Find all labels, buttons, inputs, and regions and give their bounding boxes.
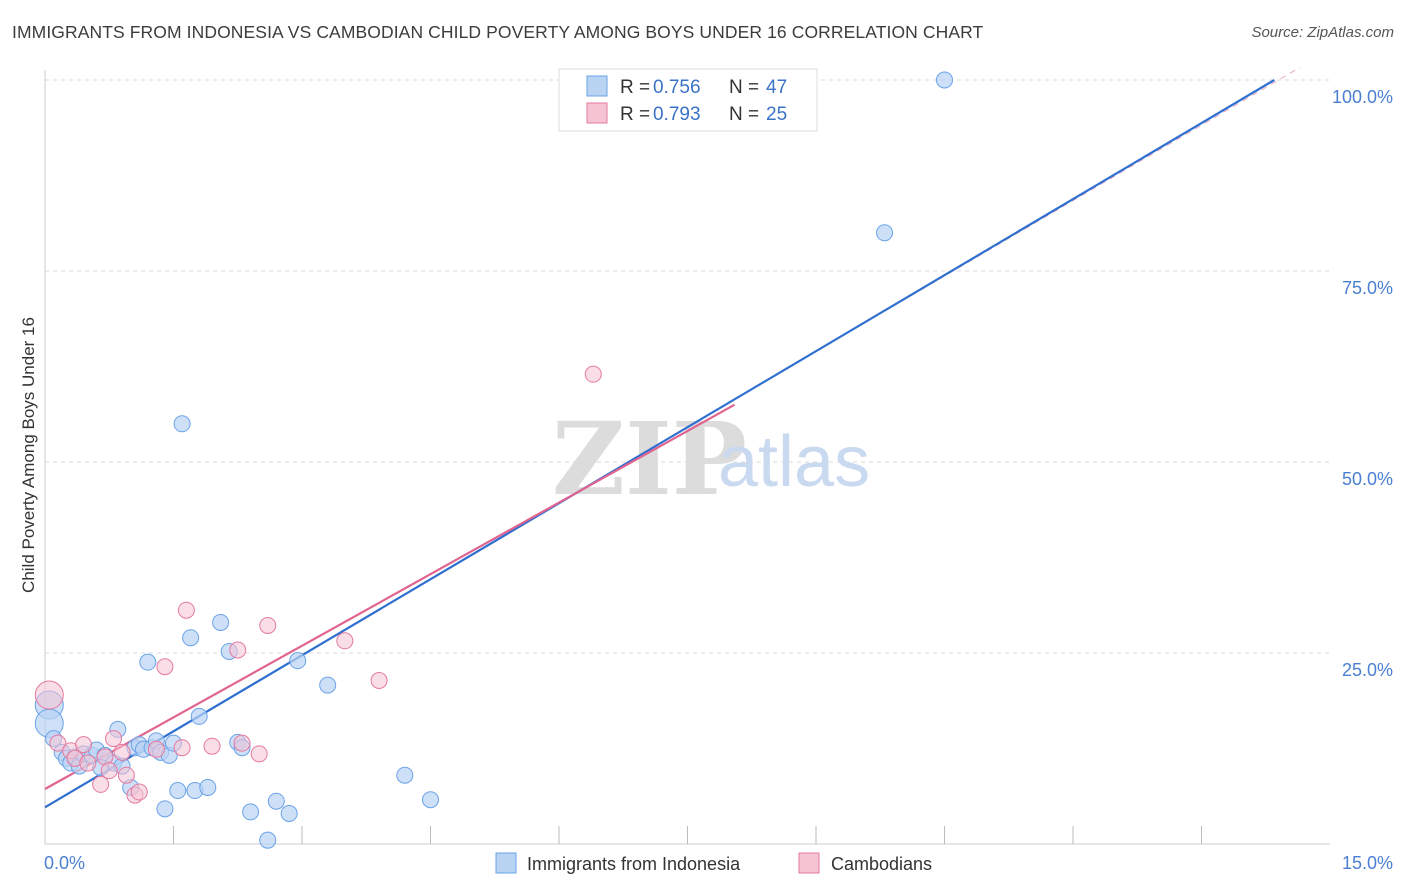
cambodian-point-11	[117, 766, 135, 784]
bottom-legend: Immigrants from Indonesia Cambodians	[495, 852, 932, 874]
indonesia-point-28	[190, 707, 208, 725]
y-axis-label: Child Poverty Among Boys Under 16	[19, 317, 38, 593]
cambodian-point-25	[584, 365, 602, 383]
legend-r-value-2: 0.793	[653, 104, 701, 125]
cambodian-point-23	[336, 632, 354, 650]
bottom-legend-swatch-indonesia	[495, 852, 517, 874]
cambodian-point-21	[250, 745, 268, 763]
indonesia-point-26	[173, 415, 191, 433]
cambodian-point-17	[177, 601, 195, 619]
y-tick-label-50: 50.0%	[1342, 469, 1393, 489]
legend-n-value-1: 47	[766, 77, 787, 98]
indonesia-point-36	[259, 831, 277, 849]
bottom-legend-swatch-cambodian	[798, 852, 820, 874]
legend-n-label-1: N =	[729, 77, 764, 98]
watermark-atlas: atlas	[718, 422, 870, 502]
legend-n-label-2: N =	[729, 104, 764, 125]
cambodian-point-8	[100, 762, 118, 780]
cambodian-point-24	[370, 672, 388, 690]
indonesia-point-25	[169, 782, 187, 800]
indonesia-point-19	[139, 653, 157, 671]
series-cambodian-points	[34, 365, 602, 804]
x-tick-label-max: 15.0%	[1342, 853, 1393, 873]
cambodian-point-15	[156, 658, 174, 676]
y-tick-label-25: 25.0%	[1342, 660, 1393, 680]
indonesia-point-27	[182, 629, 200, 647]
legend-swatch-cambodian	[586, 102, 608, 124]
cambodian-point-4	[75, 736, 93, 754]
indonesia-point-35	[242, 803, 260, 821]
indonesia-point-38	[280, 804, 298, 822]
cambodian-point-6	[92, 775, 110, 793]
cambodian-point-20	[233, 734, 251, 752]
cambodian-point-14	[147, 740, 165, 758]
indonesia-point-44	[936, 71, 953, 89]
trend-lines	[44, 66, 1301, 809]
legend-n-value-2: 25	[766, 104, 787, 125]
indonesia-point-30	[199, 778, 217, 796]
cambodian-point-19	[229, 641, 247, 659]
indonesia-point-37	[267, 792, 285, 810]
x-ticks	[173, 826, 1202, 844]
gridlines	[45, 79, 1330, 654]
trend-line-indonesia	[44, 79, 1275, 809]
legend-r-value-1: 0.756	[653, 77, 701, 98]
cambodian-point-10	[113, 743, 131, 761]
indonesia-point-39	[289, 652, 307, 670]
legend-swatch-indonesia	[586, 75, 608, 97]
indonesia-point-23	[156, 800, 174, 818]
bottom-legend-label-cambodian: Cambodians	[831, 854, 932, 874]
cambodian-point-5	[79, 754, 97, 772]
indonesia-point-31	[212, 613, 230, 631]
chart-title: IMMIGRANTS FROM INDONESIA VS CAMBODIAN C…	[12, 22, 984, 42]
indonesia-point-43	[876, 224, 894, 242]
indonesia-point-41	[396, 766, 414, 784]
cambodian-point-9	[105, 730, 123, 748]
indonesia-point-40	[319, 676, 337, 694]
y-tick-label-100: 100.0%	[1332, 87, 1393, 107]
y-tick-label-75: 75.0%	[1342, 278, 1393, 298]
cambodian-point-13	[130, 783, 148, 801]
cambodian-point-1	[49, 734, 67, 752]
source-label: Source: ZipAtlas.com	[1251, 24, 1394, 41]
trend-line-cambodian	[44, 403, 736, 790]
cambodian-point-16	[173, 739, 191, 757]
bottom-legend-label-indonesia: Immigrants from Indonesia	[527, 854, 741, 874]
legend-box: R = 0.756 N = 47 R = 0.793 N = 25	[558, 68, 818, 132]
cambodian-point-0	[34, 680, 64, 710]
legend-r-label-1: R =	[620, 77, 655, 98]
watermark-zip: ZIP	[552, 400, 747, 518]
cambodian-point-22	[259, 616, 277, 634]
cambodian-point-18	[203, 737, 221, 755]
x-tick-label-min: 0.0%	[44, 853, 85, 873]
legend-r-label-2: R =	[620, 104, 655, 125]
indonesia-point-42	[422, 791, 439, 809]
